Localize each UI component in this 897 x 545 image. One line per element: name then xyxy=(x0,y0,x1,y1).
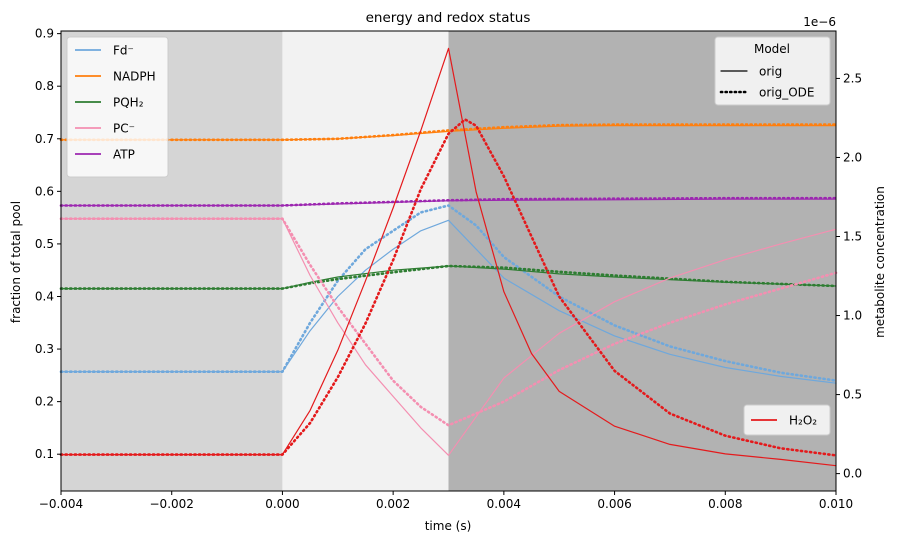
y2-offset-label: 1e−6 xyxy=(803,15,836,29)
y2-tick-label: 2.5 xyxy=(843,71,862,85)
y2-tick-label: 1.5 xyxy=(843,229,862,243)
x-tick-label: 0.010 xyxy=(819,497,853,511)
y-tick-label: 0.3 xyxy=(35,342,54,356)
y2-axis-ticks: 0.0 0.5 1.0 1.5 2.0 2.5 xyxy=(836,71,862,481)
x-tick-label: 0.002 xyxy=(376,497,410,511)
y-tick-label: 0.9 xyxy=(35,27,54,41)
legend-model-title: Model xyxy=(754,42,790,56)
legend-model-box xyxy=(714,36,831,106)
y-tick-label: 0.6 xyxy=(35,184,54,198)
series-line xyxy=(60,218,837,456)
legend-h2o2: H₂O₂ xyxy=(743,404,831,436)
series-line xyxy=(59,123,838,142)
x-tick-label: 0.000 xyxy=(265,497,299,511)
legend-species-label: ATP xyxy=(113,148,135,162)
series-line xyxy=(60,219,837,384)
y-tick-label: 0.4 xyxy=(35,289,54,303)
series-line xyxy=(60,47,837,467)
y-tick-label: 0.7 xyxy=(35,132,54,146)
x-tick-label: 0.006 xyxy=(597,497,631,511)
series-line xyxy=(59,118,838,457)
legend-species-label: PQH₂ xyxy=(113,96,144,110)
x-tick-label: −0.004 xyxy=(39,497,83,511)
background-region xyxy=(282,31,449,491)
y2-axis-label: metabolite concentration xyxy=(873,186,887,338)
legend-h2o2-label: H₂O₂ xyxy=(789,414,817,428)
plot-frame xyxy=(60,30,837,492)
x-axis-label: time (s) xyxy=(425,519,472,533)
y-tick-label: 0.1 xyxy=(35,447,54,461)
legend-model-label: orig xyxy=(759,65,782,79)
legend-h2o2-box xyxy=(743,404,831,436)
series-line xyxy=(59,196,838,207)
y-tick-label: 0.8 xyxy=(35,79,54,93)
y-axis-ticks: 0.1 0.2 0.3 0.4 0.5 0.6 0.7 0.8 0.9 xyxy=(35,27,61,461)
x-tick-label: −0.002 xyxy=(150,497,194,511)
legend-model: Model orig orig_ODE xyxy=(714,36,831,106)
chart-title: energy and redox status xyxy=(366,10,531,26)
legend-species: Fd⁻ NADPH PQH₂ PC⁻ ATP xyxy=(66,36,169,178)
legend-species-label: Fd⁻ xyxy=(113,44,134,58)
y2-tick-label: 1.0 xyxy=(843,309,862,323)
y2-tick-label: 0.0 xyxy=(843,467,862,481)
y2-tick-label: 2.0 xyxy=(843,150,862,164)
x-tick-label: 0.004 xyxy=(487,497,521,511)
y-tick-label: 0.5 xyxy=(35,237,54,251)
legend-species-box xyxy=(66,36,169,178)
legend-model-label: orig_ODE xyxy=(759,86,815,100)
series-line xyxy=(59,204,838,382)
series-line xyxy=(59,217,838,427)
x-axis-ticks: −0.004 −0.002 0.000 0.002 0.004 0.006 0.008 0.0… xyxy=(39,491,853,511)
legend-species-label: PC⁻ xyxy=(113,122,135,136)
series-line xyxy=(59,264,838,290)
x-tick-label: 0.008 xyxy=(708,497,742,511)
series-lines xyxy=(59,47,838,467)
y2-tick-label: 0.5 xyxy=(843,388,862,402)
y-axis-label: fraction of total pool xyxy=(9,201,23,323)
y-tick-label: 0.2 xyxy=(35,395,54,409)
legend-species-label: NADPH xyxy=(113,70,156,84)
